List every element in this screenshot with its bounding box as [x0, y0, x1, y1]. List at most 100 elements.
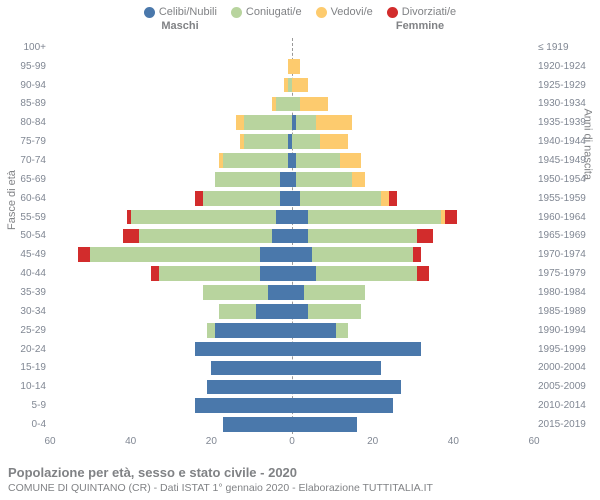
age-row: 25-291990-1994 [50, 321, 534, 340]
age-label: 20-24 [4, 344, 46, 355]
bar-segment [260, 247, 292, 262]
bar-segment [203, 285, 268, 300]
x-tick: 60 [528, 436, 539, 447]
age-label: 30-34 [4, 306, 46, 317]
legend-dot [316, 7, 327, 18]
age-row: 10-142005-2009 [50, 377, 534, 396]
age-row: 20-241995-1999 [50, 340, 534, 359]
bar-segment [292, 247, 312, 262]
age-label: 75-79 [4, 136, 46, 147]
birth-year-label: 2010-2014 [538, 400, 596, 411]
female-bar [292, 266, 534, 281]
legend-label: Coniugati/e [246, 6, 302, 18]
bar-segment [292, 398, 393, 413]
chart-footer: Popolazione per età, sesso e stato civil… [8, 465, 433, 494]
bar-segment [219, 304, 255, 319]
age-row: 40-441975-1979 [50, 264, 534, 283]
female-bar [292, 153, 534, 168]
male-bar [50, 115, 292, 130]
bar-segment [223, 417, 292, 432]
bar-segment [296, 115, 316, 130]
bar-segment [340, 153, 360, 168]
female-bar [292, 210, 534, 225]
birth-year-label: 1945-1949 [538, 155, 596, 166]
age-label: 25-29 [4, 325, 46, 336]
age-row: 50-541965-1969 [50, 227, 534, 246]
male-bar [50, 210, 292, 225]
bar-segment [292, 266, 316, 281]
chart-subtitle: COMUNE DI QUINTANO (CR) - Dati ISTAT 1° … [8, 482, 433, 494]
bar-segment [260, 266, 292, 281]
male-bar [50, 285, 292, 300]
age-row: 0-42015-2019 [50, 415, 534, 434]
age-row: 100+≤ 1919 [50, 38, 534, 57]
bar-segment [292, 229, 308, 244]
legend-item: Celibi/Nubili [144, 6, 217, 18]
bar-segment [417, 266, 429, 281]
birth-year-label: 1985-1989 [538, 306, 596, 317]
bar-segment [316, 115, 352, 130]
legend-dot [387, 7, 398, 18]
bar-segment [304, 285, 365, 300]
birth-year-label: 1940-1944 [538, 136, 596, 147]
male-bar [50, 191, 292, 206]
age-label: 35-39 [4, 287, 46, 298]
x-tick: 20 [367, 436, 378, 447]
birth-year-label: 1950-1954 [538, 174, 596, 185]
birth-year-label: 1990-1994 [538, 325, 596, 336]
bar-segment [215, 172, 280, 187]
female-bar [292, 97, 534, 112]
legend-label: Vedovi/e [331, 6, 373, 18]
male-bar [50, 97, 292, 112]
bar-segment [292, 97, 300, 112]
bar-segment [244, 115, 292, 130]
x-tick: 20 [206, 436, 217, 447]
birth-year-label: 2015-2019 [538, 419, 596, 430]
age-row: 5-92010-2014 [50, 396, 534, 415]
male-bar [50, 361, 292, 376]
bar-segment [292, 417, 357, 432]
birth-year-label: 2005-2009 [538, 381, 596, 392]
header-male: Maschi [60, 20, 300, 32]
female-bar [292, 229, 534, 244]
age-label: 50-54 [4, 230, 46, 241]
female-bar [292, 247, 534, 262]
birth-year-label: 1980-1984 [538, 287, 596, 298]
bar-segment [292, 304, 308, 319]
male-bar [50, 342, 292, 357]
age-row: 15-192000-2004 [50, 359, 534, 378]
female-bar [292, 323, 534, 338]
age-label: 5-9 [4, 400, 46, 411]
age-label: 60-64 [4, 193, 46, 204]
bar-segment [292, 78, 308, 93]
birth-year-label: 1930-1934 [538, 98, 596, 109]
age-label: 80-84 [4, 117, 46, 128]
age-label: 40-44 [4, 268, 46, 279]
bar-segment [316, 266, 417, 281]
bar-segment [389, 191, 397, 206]
bar-segment [292, 285, 304, 300]
birth-year-label: ≤ 1919 [538, 42, 596, 53]
x-axis: 6040200204060 [50, 436, 534, 450]
bar-segment [280, 191, 292, 206]
bar-segment [276, 210, 292, 225]
age-row: 65-691950-1954 [50, 170, 534, 189]
age-label: 65-69 [4, 174, 46, 185]
birth-year-label: 1970-1974 [538, 249, 596, 260]
bar-segment [90, 247, 259, 262]
bar-segment [312, 247, 413, 262]
legend-item: Divorziati/e [387, 6, 456, 18]
birth-year-label: 1965-1969 [538, 230, 596, 241]
female-bar [292, 172, 534, 187]
birth-year-label: 1925-1929 [538, 80, 596, 91]
female-bar [292, 285, 534, 300]
bar-segment [413, 247, 421, 262]
bar-segment [292, 342, 421, 357]
bar-segment [292, 191, 300, 206]
bar-segment [215, 323, 292, 338]
birth-year-label: 1920-1924 [538, 61, 596, 72]
bar-segment [276, 97, 292, 112]
female-bar [292, 342, 534, 357]
bar-segment [256, 304, 292, 319]
birth-year-label: 1995-1999 [538, 344, 596, 355]
